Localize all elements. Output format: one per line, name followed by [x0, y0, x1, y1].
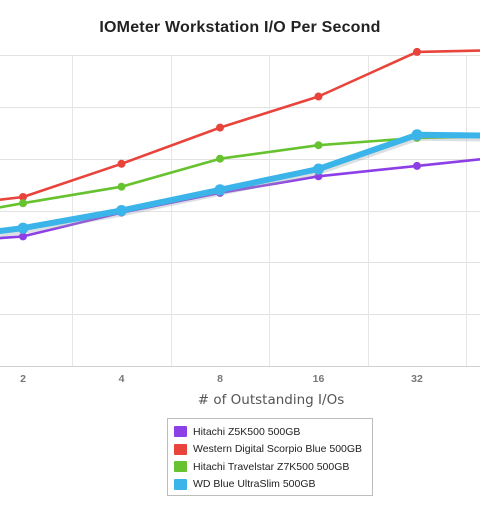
data-point	[19, 232, 27, 241]
x-tick-label: 2	[20, 373, 26, 385]
plot-area: 2 4 8 16 32	[0, 47, 480, 385]
x-tick-label: 4	[119, 373, 125, 385]
data-point	[314, 92, 323, 101]
data-point	[216, 154, 224, 163]
legend-swatch	[174, 443, 187, 455]
data-point	[216, 123, 224, 132]
legend-swatch	[174, 478, 187, 490]
legend-swatch	[174, 426, 187, 438]
x-tick-label: 16	[313, 373, 325, 385]
data-point	[214, 184, 226, 196]
data-point	[411, 129, 423, 141]
legend-label: WD Blue UltraSlim 500GB	[193, 478, 316, 491]
legend-label: Hitachi Z5K500 500GB	[193, 425, 301, 438]
chart-title: IOMeter Workstation I/O Per Second	[99, 19, 381, 36]
legend-item: WD Blue UltraSlim 500GB	[174, 476, 366, 494]
x-tick-label: 32	[411, 373, 423, 385]
x-axis-label: # of Outstanding I/Os	[197, 392, 345, 408]
gridlines	[0, 55, 480, 367]
data-point	[116, 205, 127, 216]
x-tick-label: 8	[217, 373, 223, 385]
legend: Hitachi Z5K500 500GB Western Digital Sco…	[167, 418, 373, 496]
x-tick-labels: 2 4 8 16 32	[20, 373, 423, 385]
data-point	[117, 182, 126, 191]
legend-label: Hitachi Travelstar Z7K500 500GB	[193, 460, 350, 473]
data-point	[413, 47, 421, 56]
series-lines	[0, 47, 480, 241]
data-point	[17, 222, 29, 234]
data-point	[19, 199, 27, 208]
legend-label: Western Digital Scorpio Blue 500GB	[193, 443, 363, 456]
legend-item: Western Digital Scorpio Blue 500GB	[174, 441, 366, 459]
data-point	[314, 141, 323, 150]
data-point	[314, 172, 323, 181]
legend-item: Hitachi Z5K500 500GB	[174, 423, 366, 441]
data-point	[413, 161, 421, 170]
legend-item: Hitachi Travelstar Z7K500 500GB	[174, 458, 366, 476]
data-point	[117, 159, 126, 168]
data-point	[19, 193, 27, 201]
data-point	[313, 163, 324, 175]
legend-swatch	[174, 461, 187, 473]
